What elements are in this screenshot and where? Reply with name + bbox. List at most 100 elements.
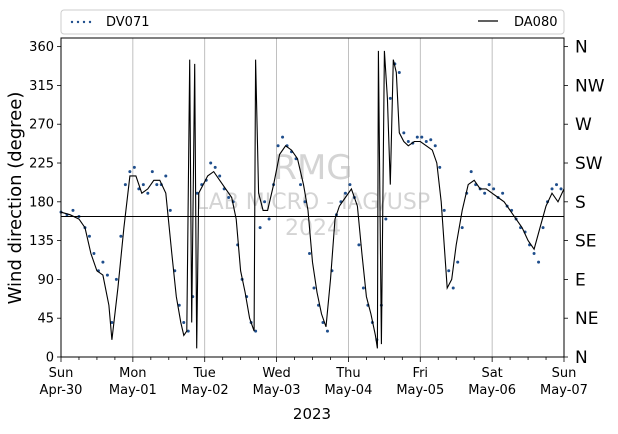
data-point [182,321,186,325]
data-point [164,174,168,178]
legend: DV071 DA080 [60,9,565,35]
data-point [550,187,554,191]
y-axis: 0 45 90 135 180 225 270 315 360 [29,40,61,366]
legend-box [60,9,565,35]
data-point [110,321,114,325]
watermark: RMG LAB MICRO - IAG/USP 2024 [196,148,430,241]
data-point [71,208,75,212]
data-point [168,208,172,212]
x-tick-date: May-05 [396,383,444,398]
x-tick-date: May-03 [253,383,301,398]
y-tick-label: 315 [29,79,54,94]
data-point [402,131,406,135]
compass-label: N [575,38,588,58]
legend-label-dv071: DV071 [106,15,150,30]
data-point [469,170,473,174]
x-axis: Sun Apr-30 Mon May-01 Tue May-02 Wed May-03 Thu M… [40,357,588,398]
x-tick-date: Apr-30 [40,383,83,398]
x-tick-date: May-02 [181,383,229,398]
watermark-year: 2024 [285,216,341,241]
data-point [92,252,96,256]
data-point [123,183,127,187]
data-point [348,183,352,187]
data-point [213,165,217,169]
data-point [281,135,285,139]
data-point [384,217,388,221]
data-point [406,139,410,143]
data-point [209,161,213,165]
x-tick-day: Fri [413,366,429,381]
data-point [312,286,316,290]
data-point [420,135,424,139]
x-tick-day: Thu [335,366,360,381]
data-point [101,260,105,264]
data-point [263,200,267,204]
data-point [155,183,159,187]
data-point [195,191,199,195]
data-point [132,165,136,169]
x-axis-label: 2023 [293,405,331,423]
data-point [388,96,392,100]
data-point [361,286,365,290]
data-point [258,226,262,230]
data-point [254,329,258,333]
x-tick-day: Tue [193,366,216,381]
data-point [451,286,455,290]
grid [132,38,493,357]
data-point [128,170,132,174]
compass-label: W [575,115,592,135]
y-tick-label: 360 [29,40,54,55]
x-tick-date: May-01 [109,383,157,398]
y-tick-label: 180 [29,195,54,210]
x-tick-date: May-07 [540,383,588,398]
data-point [424,139,428,143]
x-tick-day: Sun [49,366,74,381]
data-point [105,273,109,277]
compass-label: NW [575,76,605,96]
data-point [483,191,487,195]
x-tick-date: May-04 [324,383,372,398]
compass-label: E [575,270,586,290]
data-point [456,260,460,264]
data-point [218,174,222,178]
y-tick-label: 135 [29,234,54,249]
data-point [146,191,150,195]
legend-label-da080: DA080 [514,15,558,30]
data-point [447,269,451,273]
legend-marker-dv071 [70,20,92,24]
data-point [357,243,361,247]
compass-label: NE [575,309,598,329]
data-point [397,70,401,74]
series-da080 [60,50,565,349]
watermark-lab: LAB MICRO - IAG/USP [196,190,430,215]
x-tick-day: Sun [552,366,577,381]
compass-axis: N NE E SE S SW W NW N [564,38,605,368]
compass-label: S [575,193,586,213]
compass-label: SE [575,232,597,252]
data-point [308,252,312,256]
x-tick-day: Wed [262,366,290,381]
data-point [429,138,433,142]
data-point [442,208,446,212]
y-axis-label: Wind direction (degree) [5,92,26,305]
data-point [227,196,231,199]
data-point [438,165,442,169]
y-tick-label: 225 [29,157,54,172]
data-point [141,183,145,187]
compass-label: N [575,348,588,368]
data-point [119,234,123,238]
y-tick-label: 270 [29,118,54,133]
y-tick-label: 90 [37,273,54,288]
data-point [537,260,541,264]
data-point [303,200,307,204]
data-point [276,144,280,148]
data-point [532,252,536,256]
x-tick-day: Mon [119,366,146,381]
data-point [460,226,464,230]
data-point [559,187,563,191]
y-tick-label: 45 [37,312,54,327]
data-point [267,217,271,221]
data-point [492,187,496,191]
data-point [299,183,303,187]
